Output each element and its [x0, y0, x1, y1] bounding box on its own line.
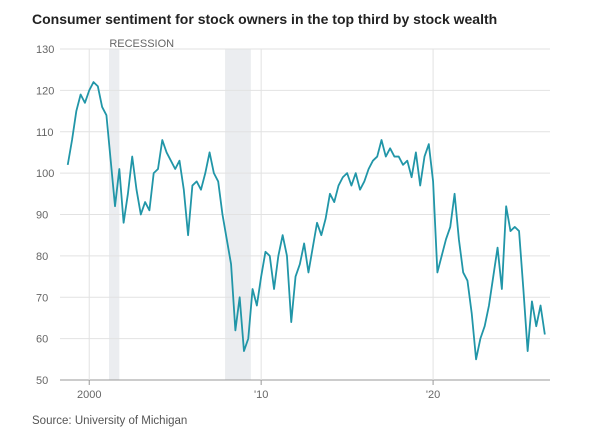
x-tick-label: 2000 [77, 389, 101, 401]
y-tick-label: 130 [36, 44, 54, 56]
y-tick-label: 90 [36, 210, 48, 222]
y-tick-label: 120 [36, 85, 54, 97]
y-tick-label: 80 [36, 251, 48, 263]
y-tick-label: 60 [36, 334, 48, 346]
source: Source: University of Michigan [32, 415, 187, 427]
recession-label: RECESSION [109, 38, 174, 50]
x-tick-label: '10 [254, 389, 268, 401]
chart-title: Consumer sentiment for stock owners in t… [32, 11, 497, 27]
y-tick-label: 110 [36, 127, 54, 139]
data-line [66, 81, 546, 361]
y-tick-label: 100 [36, 168, 54, 180]
y-tick-label: 70 [36, 292, 48, 304]
x-tick-label: '20 [426, 389, 440, 401]
y-tick-label: 50 [36, 375, 48, 387]
